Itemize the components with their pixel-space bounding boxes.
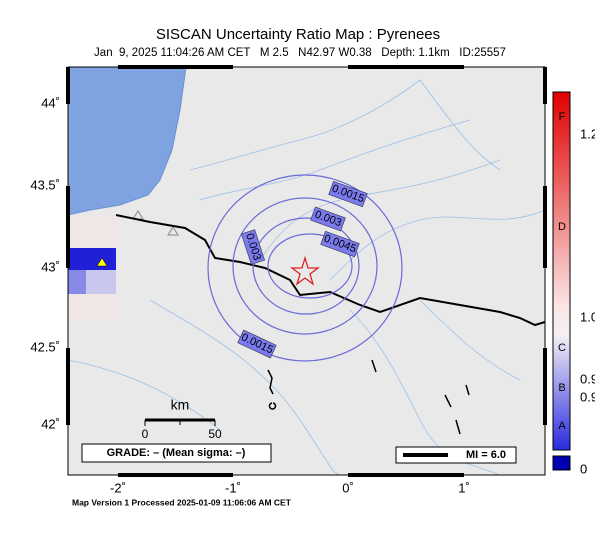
title: SISCAN Uncertainty Ratio Map : Pyrenees	[156, 26, 440, 43]
frame-ticks	[66, 65, 547, 477]
colorbar	[552, 91, 571, 451]
grade-letter: A	[558, 420, 566, 432]
colorbar-value: 0.9	[580, 371, 595, 386]
legend: MI = 6.0	[466, 449, 506, 461]
grade-letter: C	[558, 342, 566, 354]
lat-labels: 44˚ 43.5˚ 43˚ 42.5˚ 42˚	[30, 95, 60, 431]
colorbar-values: 1.2 1.0 0.9 0.9 0	[580, 126, 595, 476]
map: 0.0015 0.003 0.0045 0.003 0.0015 km 0 50…	[68, 67, 545, 475]
grade-letter: B	[558, 382, 565, 394]
colorbar-value: 1.2	[580, 126, 595, 141]
colorbar-value: 0.9	[580, 389, 595, 404]
frame	[67, 66, 546, 476]
colorbar-letters: F D C B A	[558, 111, 566, 432]
subtitle: Jan 9, 2025 11:04:26 AM CET M 2.5 N42.97…	[94, 47, 506, 59]
lat-label: 43˚	[41, 259, 60, 274]
colorbar-value: 0	[580, 461, 587, 476]
lon-label: 1˚	[458, 480, 470, 495]
scale-unit: km	[171, 397, 190, 413]
lon-label: -1˚	[225, 480, 241, 495]
grade: GRADE: – (Mean sigma: –)	[107, 447, 246, 459]
ocean	[68, 67, 187, 216]
border	[115, 214, 545, 327]
footer: Map Version 1 Processed 2025-01-09 11:06…	[72, 497, 292, 507]
rivers	[68, 79, 545, 475]
lat-label: 42.5˚	[30, 339, 60, 354]
contours	[207, 174, 403, 362]
scale-tick: 50	[208, 427, 222, 441]
scale-tick: 0	[142, 427, 149, 441]
lon-labels: -2˚ -1˚ 0˚ 1˚	[110, 480, 470, 495]
lat-label: 43.5˚	[30, 177, 60, 192]
lat-label: 44˚	[41, 95, 60, 110]
lon-label: -2˚	[110, 480, 126, 495]
grade-letter: D	[558, 221, 566, 233]
colorbar-value: 1.0	[580, 309, 595, 324]
grade-letter: F	[559, 111, 566, 123]
lat-label: 42˚	[41, 416, 60, 431]
lon-label: 0˚	[342, 480, 354, 495]
epicenter	[290, 255, 320, 286]
